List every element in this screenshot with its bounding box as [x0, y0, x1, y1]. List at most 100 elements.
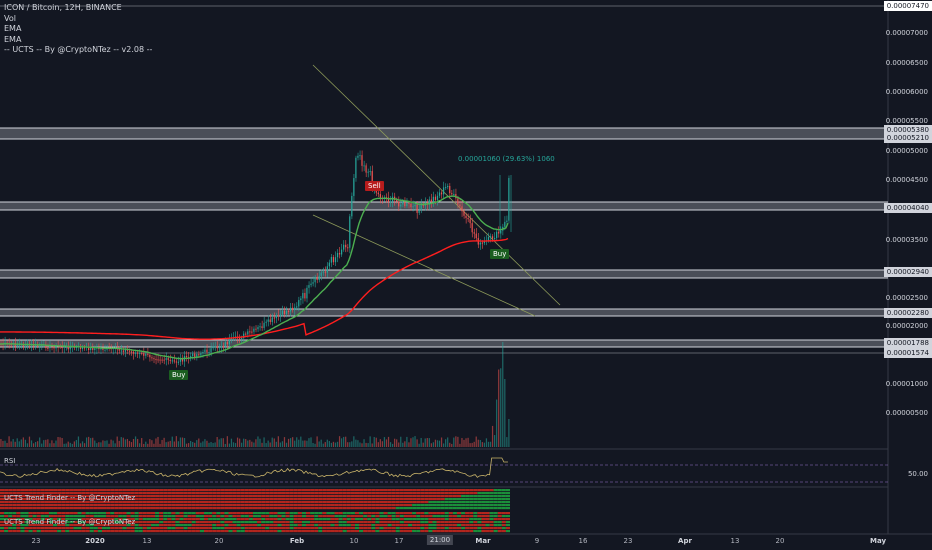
ucts-cell — [0, 515, 5, 518]
volume-bar — [241, 442, 243, 447]
volume-bar — [118, 440, 120, 447]
ucts-cell — [155, 489, 160, 492]
ucts-cell — [379, 512, 384, 515]
ucts-cell — [114, 521, 119, 524]
indicator-ema-1[interactable]: EMA — [4, 24, 22, 33]
candle-body — [322, 271, 324, 273]
candle-body — [196, 354, 198, 358]
ucts-cell — [171, 489, 176, 492]
volume-bar — [24, 439, 27, 447]
ucts-cell — [195, 515, 200, 518]
ucts-cell — [330, 527, 335, 530]
ucts-cell — [175, 492, 180, 495]
volume-bar — [406, 436, 408, 447]
ucts-cell — [489, 498, 494, 501]
ucts-cell — [199, 521, 204, 524]
ucts-cell — [106, 501, 111, 504]
ucts-cell — [297, 518, 302, 521]
ucts-cell — [473, 515, 478, 518]
ucts-cell — [4, 495, 9, 498]
ucts-cell — [216, 530, 221, 533]
volume-bar — [451, 443, 453, 447]
volume-bar — [367, 443, 369, 447]
indicator-vol[interactable]: Vol — [4, 13, 16, 23]
ucts-cell — [142, 521, 147, 524]
ucts-cell — [310, 492, 315, 495]
ucts-cell — [383, 518, 388, 521]
volume-bar — [147, 443, 149, 447]
ucts-cell — [216, 515, 221, 518]
symbol-title[interactable]: ICON / Bitcoin, 12H, BINANCE — [4, 3, 122, 12]
ucts-cell — [159, 504, 164, 507]
ucts-cell — [53, 527, 58, 530]
ucts-cell — [32, 495, 37, 498]
ucts-cell — [224, 498, 229, 501]
ucts-cell — [150, 524, 156, 527]
ucts-cell — [452, 512, 457, 515]
indicator-ema-2[interactable]: EMA — [4, 34, 22, 44]
ucts-cell — [61, 492, 66, 495]
rsi-pane-title[interactable]: RSI — [4, 457, 16, 465]
ucts-cell — [456, 504, 462, 507]
ucts-cell — [150, 530, 156, 533]
ucts-cell — [469, 498, 474, 501]
ucts-cell — [252, 504, 258, 507]
ucts-cell — [338, 495, 343, 498]
ucts-cell — [212, 521, 217, 524]
ucts-cell — [61, 495, 66, 498]
ucts-cell — [138, 515, 143, 518]
time-label: 23 — [31, 537, 41, 545]
ucts-cell — [191, 495, 196, 498]
ucts-cell — [183, 521, 188, 524]
ucts-cell — [383, 492, 388, 495]
volume-bar — [351, 441, 353, 447]
ucts-cell — [16, 524, 21, 527]
ucts-cell — [310, 498, 315, 501]
ucts-cell — [444, 495, 449, 498]
ucts-cell — [191, 530, 196, 533]
ucts-cell — [167, 498, 172, 501]
ucts-cell — [432, 489, 437, 492]
ucts-cell — [65, 515, 70, 518]
volume-bar — [159, 443, 161, 447]
ucts-cell — [163, 489, 168, 492]
ucts-cell — [171, 521, 176, 524]
ucts-cell — [297, 504, 302, 507]
volume-bar — [504, 379, 506, 447]
ucts-cell — [48, 501, 54, 504]
volume-bar — [502, 342, 504, 447]
ucts-cell — [265, 498, 270, 501]
ucts-cell — [261, 527, 266, 530]
ucts-cell — [106, 515, 111, 518]
ucts-cell — [163, 527, 168, 530]
ucts-cell — [371, 507, 376, 510]
ucts-cell — [8, 530, 13, 533]
ucts-cell — [301, 495, 306, 498]
ucts-cell — [448, 518, 453, 521]
ucts-pane-title-1[interactable]: UCTS Trend Finder -- By @CryptoNTez — [4, 494, 136, 502]
ucts-cell — [28, 489, 33, 492]
ucts-cell — [350, 512, 355, 515]
ucts-cell — [8, 489, 13, 492]
ucts-cell — [28, 507, 33, 510]
candle-body — [185, 356, 188, 358]
ucts-cell — [48, 492, 54, 495]
candle-body — [481, 242, 483, 244]
ucts-cell — [261, 524, 266, 527]
ucts-cell — [73, 518, 78, 521]
ucts-cell — [408, 512, 413, 515]
ucts-cell — [110, 530, 115, 533]
indicator-ucts[interactable]: -- UCTS -- By @CryptoNTez -- v2.08 -- — [4, 45, 153, 54]
volume-bar — [39, 437, 41, 447]
ucts-cell — [461, 492, 466, 495]
ucts-cell — [114, 498, 119, 501]
ucts-cell — [24, 524, 29, 527]
ucts-cell — [228, 501, 233, 504]
candle-body — [281, 310, 284, 315]
ucts-cell — [12, 512, 17, 515]
ucts-cell — [314, 492, 319, 495]
ucts-cell — [273, 501, 278, 504]
ucts-pane-title-2[interactable]: UCTS Trend Finder -- By @CryptoNTez — [4, 518, 136, 526]
